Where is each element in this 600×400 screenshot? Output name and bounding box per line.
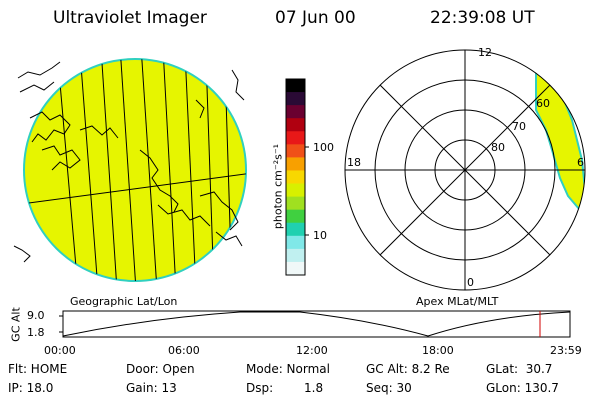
instrument-title: Ultraviolet Imager xyxy=(53,8,207,28)
timeline-xtick-1200: 12:00 xyxy=(296,344,328,357)
colorbar-unit-label: photon cm⁻²s⁻¹ xyxy=(271,143,285,230)
mlt-label-0: 0 xyxy=(467,276,474,289)
timeline-xtick-0000: 00:00 xyxy=(44,344,76,357)
info-seq: Seq: 30 xyxy=(366,381,412,395)
polar-plot xyxy=(344,49,586,291)
timeline-xtick-0600: 06:00 xyxy=(168,344,200,357)
geographic-caption: Geographic Lat/Lon xyxy=(70,295,178,308)
auroral-image-disk xyxy=(25,60,245,280)
info-gc-alt: GC Alt: 8.2 Re xyxy=(366,362,450,376)
timeline-ytick-9: 9.0 xyxy=(27,309,45,322)
info-dsp-value: 1.8 xyxy=(304,381,324,395)
colorbar-stripe xyxy=(286,222,305,237)
info-mode: Mode: Normal xyxy=(246,362,330,376)
info-ip: IP: 18.0 xyxy=(8,381,54,395)
colorbar xyxy=(285,78,309,276)
colorbar-tick-10: 10 xyxy=(313,229,327,242)
colorbar-stripe xyxy=(286,157,305,171)
info-flt: Flt: HOME xyxy=(8,362,68,376)
timeline-xtick-1800: 18:00 xyxy=(422,344,454,357)
colorbar-tick-100: 100 xyxy=(313,141,334,154)
timeline-plot xyxy=(59,310,571,338)
colorbar-stripe xyxy=(286,209,305,224)
mlt-label-12: 12 xyxy=(478,46,492,59)
info-door: Door: Open xyxy=(126,362,195,376)
lat-label-60: 60 xyxy=(536,97,550,110)
time-label: 22:39:08 UT xyxy=(430,8,535,28)
timeline-xtick-2359: 23:59 xyxy=(550,344,582,357)
coastlines xyxy=(13,61,245,263)
colorbar-stripe xyxy=(286,92,305,106)
colorbar-stripe xyxy=(286,105,305,119)
altitude-curve xyxy=(62,311,571,337)
mlt-diagonal-2 xyxy=(379,84,551,256)
colorbar-stripe xyxy=(286,196,305,211)
mlt-label-6: 6 xyxy=(577,156,584,169)
info-glat: GLat: 30.7 xyxy=(486,362,553,376)
meridian-grid xyxy=(24,59,246,281)
colorbar-stripe xyxy=(286,170,305,185)
colorbar-stripe xyxy=(286,144,305,158)
colorbar-stripe xyxy=(286,235,305,250)
mlt-label-18: 18 xyxy=(347,156,361,169)
colorbar-stripe xyxy=(286,183,305,198)
lat-label-80: 80 xyxy=(491,141,505,154)
colorbar-stripe xyxy=(286,118,305,132)
apex-caption: Apex MLat/MLT xyxy=(416,295,499,308)
info-dsp-label: Dsp: xyxy=(246,381,274,395)
lat-label-70: 70 xyxy=(512,120,526,133)
colorbar-stripe xyxy=(286,131,305,145)
date-label: 07 Jun 00 xyxy=(275,8,356,28)
info-glon: GLon: 130.7 xyxy=(486,381,559,395)
colorbar-stripe xyxy=(286,248,305,263)
info-gain: Gain: 13 xyxy=(126,381,177,395)
colorbar-stripe xyxy=(286,261,305,276)
timeline-ytick-1-8: 1.8 xyxy=(27,326,45,339)
timeline-ylabel: GC Alt xyxy=(9,307,23,342)
geographic-map xyxy=(13,58,247,282)
colorbar-stripe xyxy=(286,79,305,93)
